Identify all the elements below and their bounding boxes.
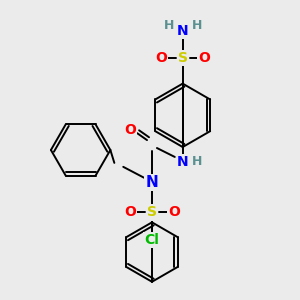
Text: N: N bbox=[177, 155, 188, 169]
Text: N: N bbox=[146, 175, 158, 190]
Text: S: S bbox=[147, 206, 157, 219]
Text: O: O bbox=[124, 123, 136, 137]
Text: H: H bbox=[192, 155, 203, 168]
Text: S: S bbox=[178, 51, 188, 65]
Text: O: O bbox=[155, 51, 167, 65]
Text: Cl: Cl bbox=[145, 233, 159, 247]
Text: O: O bbox=[199, 51, 210, 65]
Text: H: H bbox=[164, 19, 174, 32]
Text: N: N bbox=[177, 24, 188, 38]
Text: H: H bbox=[191, 19, 202, 32]
Text: O: O bbox=[168, 206, 180, 219]
Text: O: O bbox=[124, 206, 136, 219]
